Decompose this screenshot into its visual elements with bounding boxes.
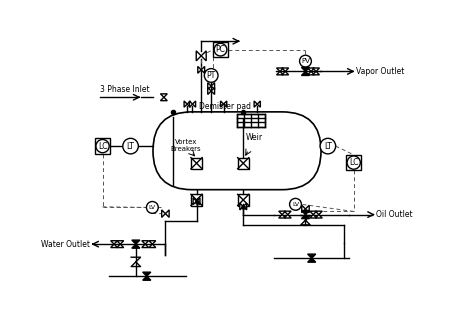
- Text: Demister pad: Demister pad: [199, 102, 251, 111]
- Polygon shape: [308, 254, 316, 258]
- Polygon shape: [240, 203, 243, 210]
- Text: LC: LC: [349, 158, 358, 167]
- Polygon shape: [310, 214, 317, 218]
- Polygon shape: [193, 198, 197, 205]
- Bar: [191, 194, 202, 206]
- Bar: [237, 114, 265, 127]
- Polygon shape: [284, 211, 291, 214]
- Polygon shape: [305, 205, 309, 213]
- Bar: [237, 194, 249, 206]
- Polygon shape: [160, 97, 167, 101]
- Polygon shape: [149, 244, 156, 247]
- Polygon shape: [282, 68, 289, 71]
- Bar: [346, 155, 362, 171]
- Circle shape: [347, 156, 360, 169]
- Polygon shape: [142, 244, 149, 247]
- Polygon shape: [313, 68, 319, 71]
- Polygon shape: [308, 71, 314, 75]
- Polygon shape: [132, 240, 140, 244]
- Polygon shape: [315, 214, 322, 218]
- Polygon shape: [117, 241, 124, 244]
- Polygon shape: [302, 205, 305, 213]
- Polygon shape: [301, 71, 310, 75]
- Text: Weir: Weir: [246, 133, 263, 142]
- Polygon shape: [276, 68, 283, 71]
- Polygon shape: [301, 214, 310, 219]
- FancyBboxPatch shape: [153, 112, 321, 190]
- Polygon shape: [308, 258, 316, 262]
- Polygon shape: [117, 244, 124, 247]
- Polygon shape: [162, 210, 165, 217]
- Text: LV: LV: [149, 205, 156, 210]
- Polygon shape: [143, 276, 151, 280]
- Polygon shape: [224, 101, 227, 107]
- Polygon shape: [310, 211, 317, 214]
- Text: Water Outlet: Water Outlet: [41, 240, 90, 249]
- Polygon shape: [220, 101, 224, 107]
- Polygon shape: [197, 198, 200, 205]
- Polygon shape: [192, 101, 196, 107]
- Polygon shape: [211, 83, 215, 89]
- Polygon shape: [165, 210, 169, 217]
- Polygon shape: [110, 241, 118, 244]
- Circle shape: [300, 55, 311, 67]
- Polygon shape: [279, 214, 285, 218]
- Polygon shape: [284, 214, 291, 218]
- Text: LT: LT: [127, 142, 135, 151]
- Polygon shape: [110, 244, 118, 247]
- Bar: [237, 158, 249, 169]
- Polygon shape: [301, 210, 310, 214]
- Polygon shape: [211, 88, 215, 95]
- Circle shape: [214, 43, 227, 56]
- Circle shape: [146, 202, 158, 213]
- Text: LV: LV: [292, 202, 299, 207]
- Polygon shape: [276, 71, 283, 75]
- Polygon shape: [313, 71, 319, 75]
- Polygon shape: [160, 94, 167, 97]
- Polygon shape: [142, 241, 149, 244]
- Polygon shape: [315, 211, 322, 214]
- Polygon shape: [208, 83, 211, 89]
- Text: PV: PV: [301, 58, 310, 64]
- Text: Vapor Outlet: Vapor Outlet: [356, 67, 404, 76]
- Text: Oil Outlet: Oil Outlet: [376, 210, 413, 219]
- Polygon shape: [187, 101, 191, 107]
- Circle shape: [320, 138, 336, 154]
- Polygon shape: [254, 101, 257, 107]
- Circle shape: [123, 138, 138, 154]
- Text: LC: LC: [98, 142, 107, 151]
- Polygon shape: [184, 101, 187, 107]
- Polygon shape: [257, 101, 260, 107]
- Polygon shape: [208, 88, 211, 95]
- Text: LT: LT: [324, 142, 332, 151]
- Polygon shape: [190, 101, 192, 107]
- Polygon shape: [132, 244, 140, 248]
- Polygon shape: [149, 241, 156, 244]
- Circle shape: [96, 139, 109, 153]
- Text: 3 Phase Inlet: 3 Phase Inlet: [100, 84, 150, 94]
- Polygon shape: [201, 67, 205, 73]
- Circle shape: [290, 198, 301, 210]
- Polygon shape: [143, 272, 151, 276]
- Polygon shape: [198, 67, 201, 73]
- Polygon shape: [243, 203, 246, 210]
- Circle shape: [204, 69, 218, 82]
- Polygon shape: [308, 68, 314, 71]
- Polygon shape: [196, 51, 201, 61]
- Polygon shape: [301, 68, 310, 71]
- Text: PC: PC: [216, 45, 226, 54]
- Bar: [95, 138, 110, 154]
- Text: PT: PT: [207, 71, 216, 80]
- Polygon shape: [282, 71, 289, 75]
- Polygon shape: [279, 211, 285, 214]
- Bar: [213, 42, 228, 57]
- Bar: [191, 158, 202, 169]
- Text: Vortex
Breakers: Vortex Breakers: [170, 139, 201, 152]
- Polygon shape: [201, 51, 206, 61]
